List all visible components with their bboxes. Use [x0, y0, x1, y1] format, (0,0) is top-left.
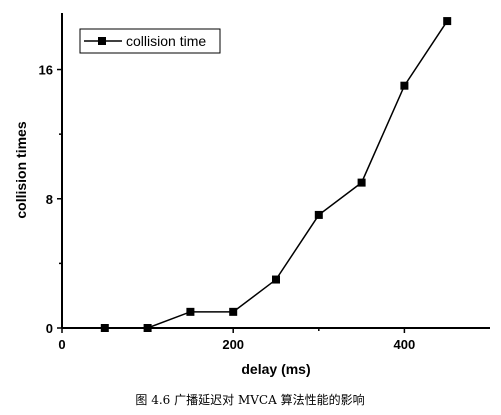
series — [100, 17, 452, 332]
figure-caption: 图 4.6 广播延迟对 MVCA 算法性能的影响 — [135, 392, 364, 407]
x-tick-label-0: 0 — [58, 337, 65, 352]
ticks: 0 200 400 0 8 16 — [39, 63, 416, 352]
x-tick-label-200: 200 — [222, 337, 244, 352]
data-point-100 — [143, 324, 152, 332]
data-point-450 — [443, 17, 452, 26]
data-point-150 — [186, 307, 195, 316]
y-tick-label-0: 0 — [46, 321, 53, 336]
data-point-300 — [314, 210, 323, 219]
data-point-250 — [272, 275, 280, 284]
data-point-400 — [400, 81, 409, 90]
data-point-350 — [357, 178, 366, 187]
x-axis-title: delay (ms) — [241, 361, 310, 377]
legend: collision time — [79, 28, 221, 54]
legend-marker — [98, 37, 106, 45]
y-tick-label-16: 16 — [39, 63, 53, 78]
data-point-50 — [100, 324, 109, 332]
legend-label: collision time — [126, 33, 206, 49]
data-point-200 — [229, 307, 238, 316]
x-tick-label-400: 400 — [394, 337, 416, 352]
y-axis-title: collision times — [13, 121, 29, 218]
y-tick-label-8: 8 — [46, 192, 53, 207]
